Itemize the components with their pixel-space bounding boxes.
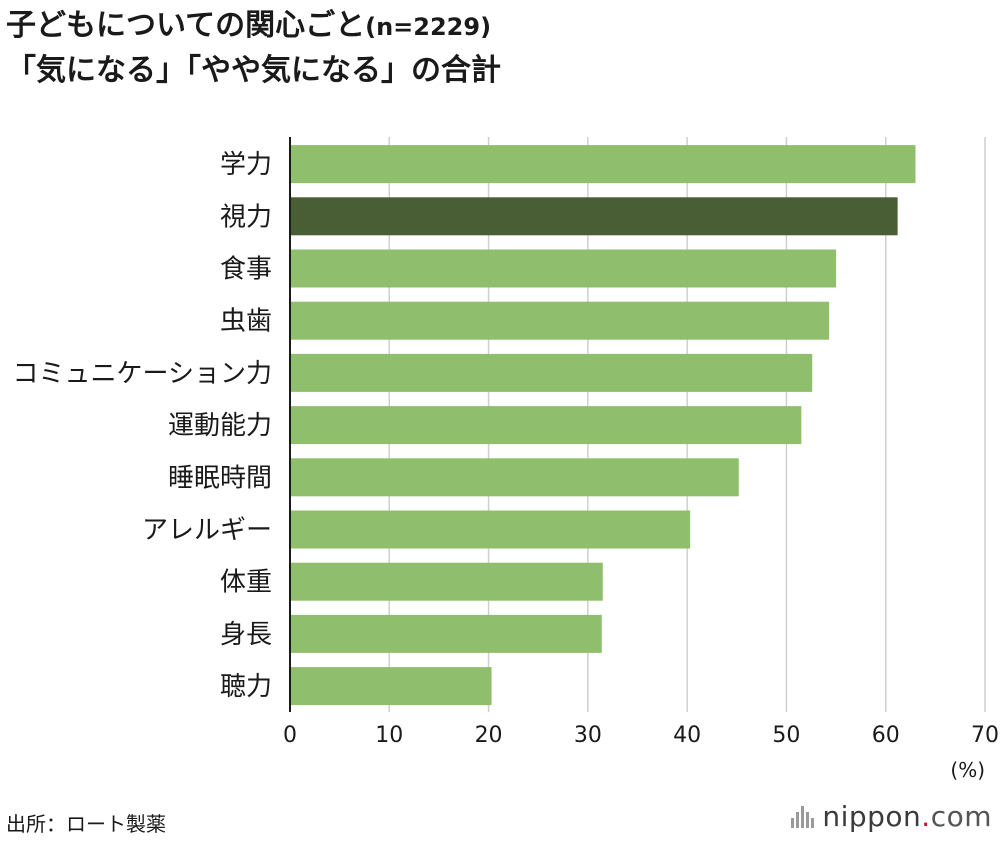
bar [290,301,830,340]
category-label: 視力 [220,202,272,232]
logo-tld: com [930,800,992,833]
category-label: 運動能力 [168,411,272,441]
bar [290,667,492,706]
bar [290,562,603,601]
x-unit-label: (%) [950,758,985,782]
logo-name: nippon [822,800,922,833]
bar [290,614,602,653]
x-tick-label: 40 [673,723,701,748]
category-label: 身長 [220,620,272,650]
category-label: 睡眠時間 [168,463,272,493]
category-label: 聴力 [220,672,272,702]
bar [290,353,813,392]
logo-bars-icon [791,805,815,828]
bar [290,197,898,236]
category-label: 学力 [220,150,272,180]
x-tick-label: 50 [772,723,800,748]
bar [290,510,691,549]
category-label: 体重 [220,568,272,598]
bar [290,249,837,288]
nippon-logo: nippon. com [791,800,992,833]
title-line1: 子どもについての関心ごと [6,8,366,43]
source-note: 出所：ロート製薬 [6,812,166,836]
category-label: アレルギー [142,516,272,546]
sample-size: (n=2229) [365,13,492,41]
x-tick-label: 10 [375,723,403,748]
x-tick-label: 20 [475,723,503,748]
category-label: 食事 [220,255,272,285]
x-tick-label: 60 [872,723,900,748]
bar [290,145,916,184]
x-tick-label: 70 [971,723,999,748]
bar [290,458,739,497]
chart-title: 子どもについての関心ごと(n=2229) 「気になる」「やや気になる」の合計 [6,4,501,93]
x-tick-label: 0 [283,723,297,748]
category-label: 虫歯 [220,307,272,337]
bar-chart: 0 10 20 30 40 50 60 70 (%) 学力視力食事虫歯コミュニケーション力運動能力… [13,137,999,782]
category-label: コミュニケーション力 [13,359,272,389]
bar [290,406,802,445]
x-tick-label: 30 [574,723,602,748]
title-line2: 「気になる」「やや気になる」の合計 [6,53,501,88]
logo-dot: . [921,800,931,833]
